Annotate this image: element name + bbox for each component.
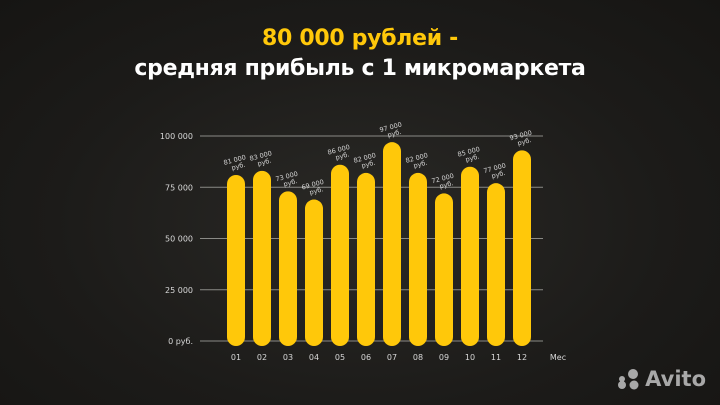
data-label: 97 000руб.: [379, 121, 405, 141]
bar: [461, 166, 479, 346]
data-label: 93 000руб.: [509, 129, 535, 149]
x-tick-label: 10: [465, 353, 475, 362]
bar: [409, 172, 427, 346]
y-tick-label: 75 000: [165, 183, 193, 192]
x-tick-label: 11: [491, 353, 501, 362]
x-tick-label: 07: [387, 353, 397, 362]
bar: [435, 193, 453, 346]
bar: [513, 150, 531, 346]
bar: [357, 172, 375, 346]
bar: [487, 183, 505, 346]
x-tick-label: 03: [283, 353, 293, 362]
title-line-1: 80 000 рублей -: [261, 26, 459, 51]
data-label: 77 000руб.: [483, 162, 509, 182]
x-tick-label: 02: [257, 353, 267, 362]
x-axis-label: Мес: [550, 353, 566, 362]
x-tick-label: 05: [335, 353, 345, 362]
bar: [383, 142, 401, 346]
title-line-2: средняя прибыль с 1 микромаркета: [134, 56, 586, 81]
y-tick-label: 0 руб.: [168, 337, 193, 346]
y-tick-label: 25 000: [165, 286, 193, 295]
x-tick-label: 09: [439, 353, 449, 362]
data-label: 69 000руб.: [301, 178, 327, 198]
data-label: 82 000руб.: [353, 151, 379, 171]
y-tick-label: 100 000: [160, 132, 193, 141]
x-tick-label: 12: [517, 353, 527, 362]
x-tick-label: 01: [231, 353, 241, 362]
data-label: 73 000руб.: [275, 170, 301, 190]
avito-logo: Avito: [615, 367, 706, 391]
avito-dots-icon: [618, 369, 639, 390]
data-label: 81 000руб.: [223, 153, 249, 173]
x-tick-label: 06: [361, 353, 371, 362]
data-label: 83 000руб.: [249, 149, 275, 169]
data-label: 82 000руб.: [405, 151, 431, 171]
bar: [305, 199, 323, 346]
data-label: 72 000руб.: [431, 172, 457, 192]
data-label: 86 000руб.: [327, 143, 353, 163]
logo-text: Avito: [645, 367, 706, 391]
bar: [253, 170, 271, 346]
x-tick-label: 08: [413, 353, 423, 362]
bar: [279, 191, 297, 346]
data-label: 85 000руб.: [457, 145, 483, 165]
bar: [331, 164, 349, 346]
bar: [227, 174, 245, 346]
y-tick-label: 50 000: [165, 235, 193, 244]
x-tick-label: 04: [309, 353, 319, 362]
